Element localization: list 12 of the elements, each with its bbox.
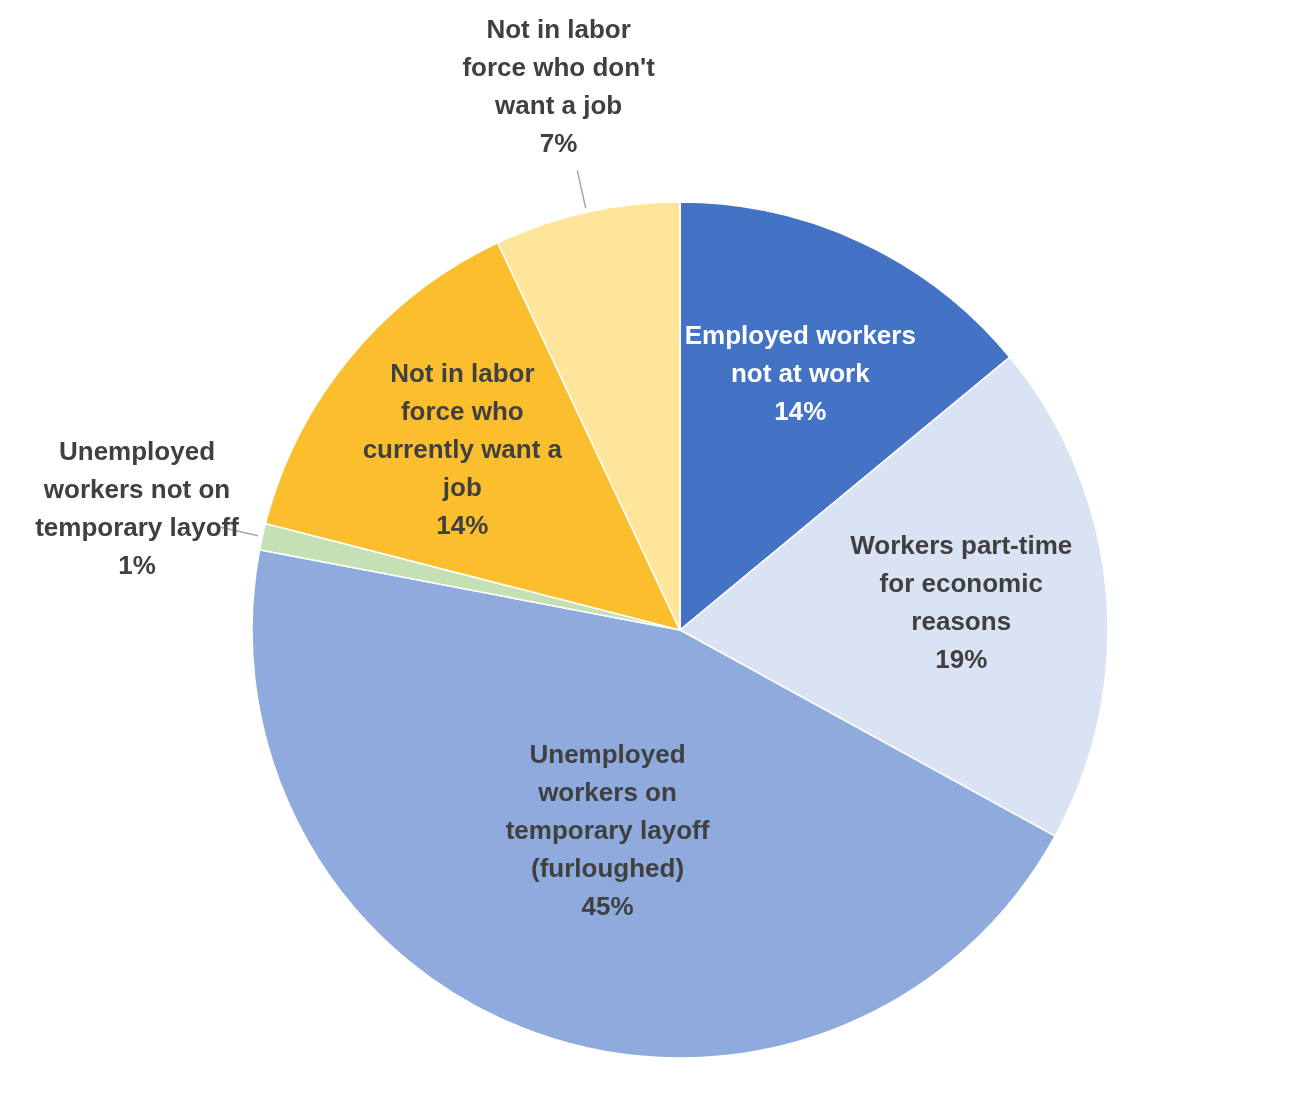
data-label: 19%: [935, 644, 988, 675]
data-label: 45%: [581, 891, 634, 922]
slice-label: Not in labor force who don't want a job: [462, 14, 656, 120]
data-label: 14%: [774, 396, 827, 427]
slice-label: Employed workers not at work: [684, 320, 916, 389]
data-label: 7%: [539, 128, 578, 158]
slice-label: Workers part-time for economic reasons: [850, 530, 1073, 637]
slice-label: Unemployed workers on temporary layoff (furloughed): [505, 739, 710, 884]
data-label: 14%: [436, 509, 489, 540]
slice-label: Not in labor force who currently want a job: [362, 357, 563, 502]
data-label: 1%: [118, 549, 156, 580]
slice-label: Unemployed workers not on temporary layoff: [35, 435, 240, 542]
